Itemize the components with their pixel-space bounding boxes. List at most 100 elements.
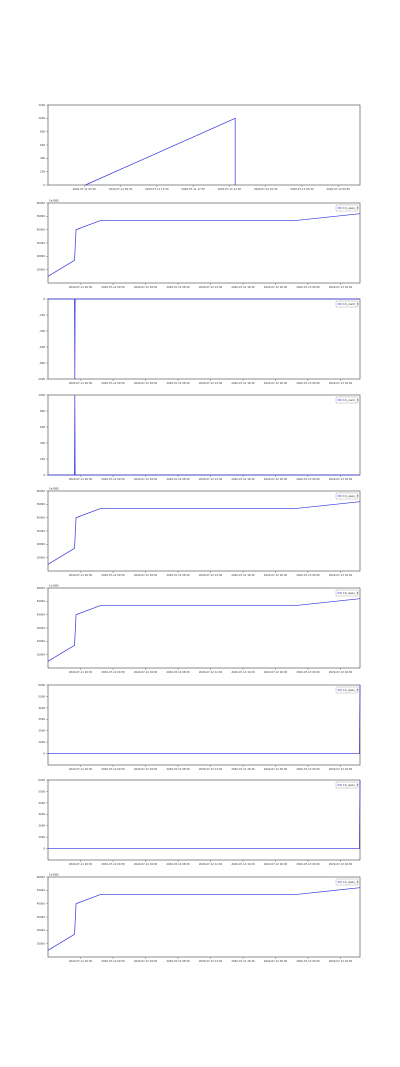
y-tick-label: -600 — [39, 345, 45, 349]
x-tick-label: 2020-07-11 20:30 — [69, 959, 93, 963]
legend-box — [335, 781, 359, 789]
legend-box — [335, 492, 359, 500]
x-tick-label: 2020-07-12 04:30 — [134, 285, 158, 289]
y-tick-label: 30000 — [37, 529, 46, 533]
x-tick-label: 2020-07-12 04:30 — [134, 381, 158, 385]
x-tick-label: 2020-07-13 00:30 — [296, 477, 320, 481]
x-tick-label: 2020-07-13 00:30 — [296, 670, 320, 674]
y-tick-label: -400 — [39, 329, 45, 333]
series-line — [48, 394, 360, 476]
x-tick-label: 2020-07-13 00:30 — [296, 285, 320, 289]
x-tick-label: 2020-07-11 20:30 — [69, 285, 93, 289]
x-tick-label: 2020-07-11 20:30 — [69, 862, 93, 866]
x-tick-label: 2020-07-12 12:30 — [199, 477, 223, 481]
x-tick-label: 2020-07-12 08:30 — [166, 959, 190, 963]
x-tick-label: 2020-07-12 12:30 — [199, 381, 223, 385]
plot-frame — [47, 104, 361, 186]
y-tick-label: 10000 — [37, 556, 46, 560]
y-tick-label: 200 — [40, 170, 45, 174]
x-tick-label: 2020-07-12 09:30 — [327, 187, 351, 191]
plot-frame — [47, 587, 361, 669]
y-tick-label: -1000 — [37, 377, 45, 381]
x-tick-label: 2020-07-13 00:30 — [296, 862, 320, 866]
x-tick-label: 2020-07-12 04:30 — [134, 573, 158, 577]
x-tick-label: 2020-07-13 00:30 — [296, 767, 320, 771]
legend-label: 1h_norm_3 — [343, 302, 359, 306]
legend-label: 1h_open_3 — [343, 206, 358, 210]
y-offset-label: 1e3085 — [49, 873, 59, 877]
x-tick-label: 2020-07-13 04:30 — [329, 573, 353, 577]
legend-label: 1h_open_3 — [343, 688, 358, 692]
plot-frame — [47, 684, 361, 766]
y-tick-label: 4000 — [38, 801, 45, 805]
x-tick-label: 2020-07-12 01:30 — [254, 187, 278, 191]
chart-panel-2: 10000 20000 30000 40000 50000 60000 2020-07-11… — [37, 199, 361, 289]
legend-box — [335, 300, 359, 308]
x-tick-label: 2020-07-12 04:30 — [134, 670, 158, 674]
chart-panel-9: 10000 20000 30000 40000 50000 60000 2020-07-11… — [37, 873, 361, 963]
legend-label: 1h_open_3 — [343, 494, 358, 498]
chart-panel-7: 0 1000 2000 3000 4000 5000 6000 2020-07-11 20:3… — [38, 683, 361, 771]
y-tick-label: 600 — [40, 425, 45, 429]
y-tick-label: 10000 — [37, 268, 46, 272]
plot-frame — [47, 490, 361, 572]
series-line — [47, 501, 361, 565]
legend-box — [335, 204, 359, 212]
x-tick-label: 2020-07-13 00:30 — [296, 381, 320, 385]
x-tick-label: 2020-07-13 04:30 — [329, 381, 353, 385]
x-tick-label: 2020-07-12 08:30 — [166, 573, 190, 577]
y-tick-label: 3000 — [38, 717, 45, 721]
y-tick-label: 60000 — [37, 489, 46, 493]
x-tick-label: 2020-07-12 12:30 — [199, 959, 223, 963]
x-tick-label: 2020-07-11 13:30 — [145, 187, 169, 191]
y-tick-label: 50000 — [37, 214, 46, 218]
x-tick-label: 2020-07-12 08:30 — [166, 862, 190, 866]
x-tick-label: 2020-07-13 04:30 — [329, 285, 353, 289]
x-tick-label: 2020-07-12 00:30 — [101, 285, 125, 289]
x-tick-label: 2020-07-11 17:30 — [181, 187, 205, 191]
x-tick-label: 2020-07-12 16:30 — [231, 959, 255, 963]
legend-label: 1h_open_3 — [343, 880, 358, 884]
x-tick-label: 2020-07-12 08:30 — [166, 767, 190, 771]
y-tick-label: 600 — [40, 143, 45, 147]
x-tick-label: 2020-07-12 20:30 — [264, 477, 288, 481]
x-tick-label: 2020-07-12 00:30 — [101, 381, 125, 385]
x-tick-label: 2020-07-12 00:30 — [101, 862, 125, 866]
x-tick-label: 2020-07-11 20:30 — [69, 381, 93, 385]
x-tick-label: 2020-07-11 20:30 — [69, 670, 93, 674]
y-tick-label: 50000 — [37, 888, 46, 892]
chart-panel-1: 0 200 400 600 800 1000 1200 2020-07-11 05:30 202… — [38, 103, 361, 191]
series-line — [48, 298, 360, 380]
x-tick-label: 2020-07-12 04:30 — [134, 767, 158, 771]
y-tick-label: 40000 — [37, 902, 46, 906]
x-tick-label: 2020-07-12 16:30 — [231, 862, 255, 866]
y-tick-label: 1000 — [38, 740, 45, 744]
series-line — [47, 598, 361, 662]
y-tick-label: 10000 — [37, 653, 46, 657]
x-tick-label: 2020-07-12 16:30 — [231, 381, 255, 385]
y-tick-label: 400 — [40, 156, 45, 160]
series-line — [48, 779, 361, 849]
x-tick-label: 2020-07-12 12:30 — [199, 670, 223, 674]
x-tick-label: 2020-07-12 20:30 — [264, 862, 288, 866]
y-tick-label: 6000 — [38, 778, 45, 782]
series-line — [85, 117, 236, 186]
y-tick-label: 20000 — [37, 928, 46, 932]
x-tick-label: 2020-07-12 20:30 — [264, 285, 288, 289]
y-tick-label: 0 — [43, 846, 45, 850]
y-tick-label: 20000 — [37, 639, 46, 643]
series-line — [47, 887, 361, 951]
legend-box — [335, 589, 359, 597]
x-tick-label: 2020-07-11 09:30 — [109, 187, 133, 191]
y-tick-label: 0 — [43, 183, 45, 187]
legend-box — [335, 686, 359, 694]
y-tick-label: 40000 — [37, 228, 46, 232]
x-tick-label: 2020-07-12 00:30 — [101, 477, 125, 481]
chart-panel-4: 0 200 400 600 800 1000 2020-07-11 20:30 2020-07… — [38, 393, 361, 481]
y-tick-label: 800 — [40, 409, 45, 413]
x-tick-label: 2020-07-12 00:30 — [101, 767, 125, 771]
y-tick-label: 0 — [43, 297, 45, 301]
y-offset-label: 1e3085 — [49, 199, 59, 203]
y-tick-label: 1000 — [38, 116, 45, 120]
y-tick-label: 2000 — [38, 729, 45, 733]
